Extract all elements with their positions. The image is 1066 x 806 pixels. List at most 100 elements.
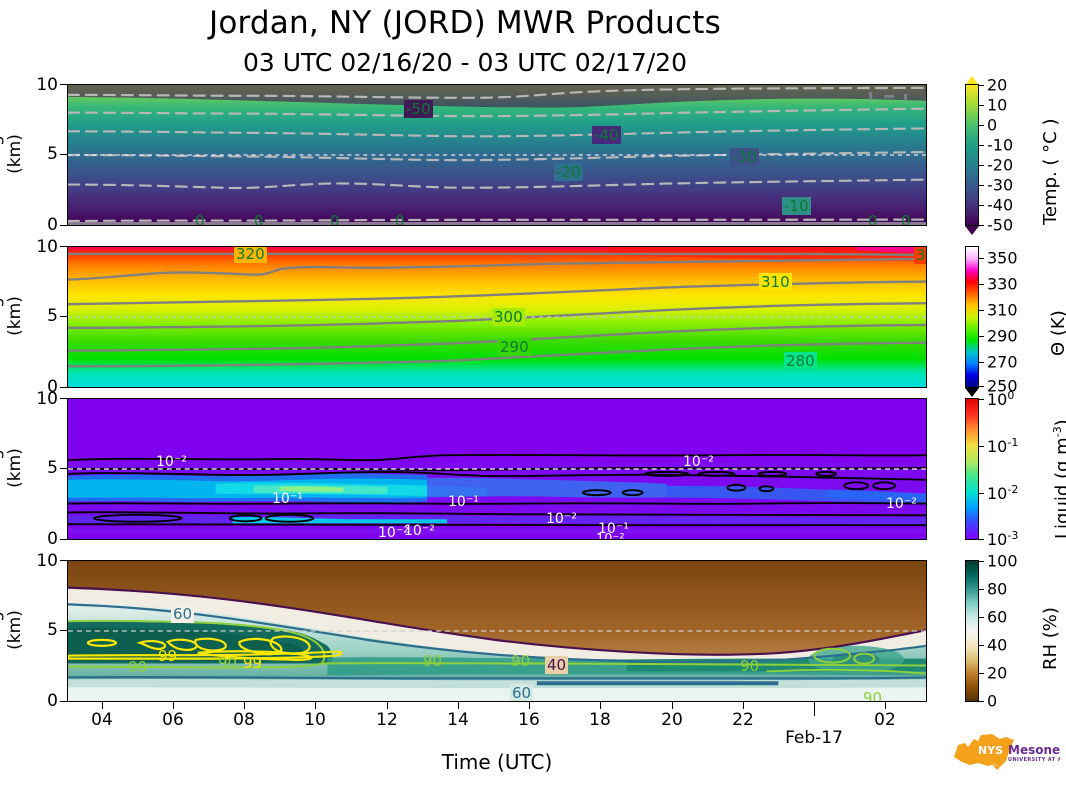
xtick-22: 22 xyxy=(732,710,754,730)
ytick-0-liquid: 0 xyxy=(47,529,58,549)
contour-label-theta-290: 290 xyxy=(498,338,531,356)
yaxis-label-liquid: Height (km) xyxy=(0,431,25,488)
ytick-10-theta: 10 xyxy=(36,237,58,257)
colorbar-rh[interactable]: 100 80 60 40 20 0 RH (%) xyxy=(965,552,1061,711)
contour-label-liquid-1em1-b: 10⁻¹ xyxy=(448,494,479,510)
contour-label-rh-60-a: 60 xyxy=(171,605,195,623)
yaxis-liquid: Height (km) 0 5 10 xyxy=(0,389,67,549)
cbtick-rh-40: 40 xyxy=(987,635,1008,655)
contour-label-liquid-1em2-b: 10⁻² xyxy=(378,525,409,540)
yaxis-rh: Height (km) 0 5 10 xyxy=(0,551,67,711)
contour-label-theta-310: 310 xyxy=(759,273,792,291)
xtick-12: 12 xyxy=(376,710,398,730)
cbtick-temp-m30: -30 xyxy=(987,175,1014,195)
cbtick-theta-310: 310 xyxy=(987,300,1018,320)
contour-label-theta-320: 320 xyxy=(234,246,267,263)
contour-label-rh-90-f: 90 xyxy=(863,689,883,702)
contour-label-theta-300: 300 xyxy=(492,308,525,326)
ytick-0-temperature: 0 xyxy=(47,215,58,235)
colorbar-title-rh: RH (%) xyxy=(1040,607,1061,670)
colorbar-theta[interactable]: 350 330 310 290 270 250 Θ (K) xyxy=(965,238,1066,397)
ytick-5-theta: 5 xyxy=(47,306,58,326)
colorbar-temperature[interactable]: 20 10 0 -10 -20 -30 -40 -50 Temp. ( °C ) xyxy=(965,76,1061,235)
cbtick-temp-m40: -40 xyxy=(987,195,1014,215)
contour-label-liquid-1em2-g: 10⁻² xyxy=(886,496,917,512)
cbtick-rh-20: 20 xyxy=(987,663,1008,683)
contour-label-temp-zero-b: 0 xyxy=(254,212,264,226)
contour-label-rh-99-b: 99 xyxy=(243,654,263,672)
logo-nys-text: NYS xyxy=(978,744,1003,757)
xtick-14: 14 xyxy=(447,710,469,730)
cbtick-temp-m20: -20 xyxy=(987,155,1014,175)
contour-label-theta-330: 330 xyxy=(914,247,926,264)
contour-label-temp-minus20: -20 xyxy=(554,163,583,181)
cbtick-rh-80: 80 xyxy=(987,579,1008,599)
contour-label-rh-60-b: 60 xyxy=(510,684,534,702)
ytick-10-rh: 10 xyxy=(36,551,58,571)
ytick-5-rh: 5 xyxy=(47,620,58,640)
contour-label-rh-90-c: 90 xyxy=(423,652,443,670)
cbtick-liquid-1em1: 10-1 xyxy=(987,435,1019,457)
yaxis-label-temperature: Height (km) xyxy=(0,117,25,174)
panel-rh: 60 40 60 90 90 90 90 90 90 99 99 xyxy=(67,560,927,702)
cbtick-rh-0: 0 xyxy=(987,691,998,711)
xtick-16: 16 xyxy=(518,710,540,730)
contour-label-temp-zero-a: 0 xyxy=(195,212,205,226)
yaxis-temperature: Height (km) 0 5 10 xyxy=(0,75,67,235)
panel-liquid: 10⁻² 10⁻¹ 10⁻¹ 10⁻² 10⁻² 10⁻² 10⁻¹ 10⁻² … xyxy=(67,398,927,540)
colorbar-liquid[interactable]: 100 10-1 10-2 10-3 Liquid (g m-3) xyxy=(965,389,1066,549)
cbtick-liquid-1em3: 10-3 xyxy=(987,528,1019,550)
colorbar-title-liquid: Liquid (g m-3) xyxy=(1051,419,1066,539)
ytick-5-liquid: 5 xyxy=(47,458,58,478)
contour-label-temp-zero-e: 0 xyxy=(868,212,878,226)
contour-label-liquid-1em1-c: 10⁻¹ xyxy=(598,521,629,537)
cbtick-temp-20: 20 xyxy=(987,75,1008,95)
contour-label-rh-99-a: 99 xyxy=(158,647,178,665)
cbtick-theta-290: 290 xyxy=(987,326,1018,346)
ytick-0-theta: 0 xyxy=(47,377,58,397)
contour-label-liquid-1em2-d: 10⁻² xyxy=(546,511,577,527)
page-title: Jordan, NY (JORD) MWR Products xyxy=(209,5,721,41)
xtick-02: 02 xyxy=(874,710,896,730)
contour-label-temp-zero-c: 0 xyxy=(330,212,340,226)
xtick-10: 10 xyxy=(304,710,326,730)
ytick-10-liquid: 10 xyxy=(36,389,58,409)
cbtick-temp-m50: -50 xyxy=(987,215,1014,235)
yaxis-theta: Height (km) 0 5 10 xyxy=(0,237,67,397)
contour-label-temp-minus30: -30 xyxy=(730,148,759,166)
contour-label-liquid-1em1-a: 10⁻¹ xyxy=(272,491,303,507)
cbtick-theta-330: 330 xyxy=(987,274,1018,294)
xaxis-label: Time (UTC) xyxy=(441,750,553,774)
yaxis-label-rh: Height (km) xyxy=(0,593,25,650)
panel-temperature: -50 -40 -30 -20 -10 0 0 0 0 0 0 xyxy=(67,84,927,226)
contour-label-temp-minus40: -40 xyxy=(592,126,621,144)
contour-label-liquid-1em2-a: 10⁻² xyxy=(156,454,187,470)
contour-label-rh-90-a: 90 xyxy=(128,658,148,676)
cbtick-temp-10: 10 xyxy=(987,95,1008,115)
ytick-5-temperature: 5 xyxy=(47,144,58,164)
cbtick-temp-m10: -10 xyxy=(987,135,1014,155)
xtick-04: 04 xyxy=(91,710,113,730)
yaxis-label-theta: Height (km) xyxy=(0,279,25,336)
cbtick-rh-60: 60 xyxy=(987,607,1008,627)
contour-label-temp-minus50: -50 xyxy=(404,100,433,118)
nys-mesonet-logo[interactable]: NYS Mesonet UNIVERSITY AT ALBANY xyxy=(948,731,1066,773)
contour-label-rh-90-b: 90 xyxy=(218,654,238,672)
xtick-date-feb17: Feb-17 xyxy=(785,728,843,748)
logo-mesonet-text: Mesonet xyxy=(1008,743,1060,757)
colorbar-title-temperature: Temp. ( °C ) xyxy=(1040,118,1061,225)
chart-subtitle: 03 UTC 02/16/20 - 03 UTC 02/17/20 xyxy=(242,48,687,77)
contour-label-theta-280: 280 xyxy=(784,352,817,370)
xtick-18: 18 xyxy=(589,710,611,730)
xaxis: 04 06 08 10 12 14 16 18 20 22 Feb-17 02 xyxy=(67,702,927,752)
ytick-0-rh: 0 xyxy=(47,691,58,711)
cbtick-rh-100: 100 xyxy=(987,551,1018,571)
contour-label-rh-90-e: 90 xyxy=(740,657,760,675)
contour-label-temp-zero-f: 0 xyxy=(901,212,911,226)
contour-label-liquid-1em2-c: 10⁻² xyxy=(404,523,435,539)
ytick-10-temperature: 10 xyxy=(36,75,58,95)
cbtick-theta-250: 250 xyxy=(987,376,1018,396)
cbtick-theta-270: 270 xyxy=(987,352,1018,372)
logo-university-text: UNIVERSITY AT ALBANY xyxy=(1008,757,1060,763)
